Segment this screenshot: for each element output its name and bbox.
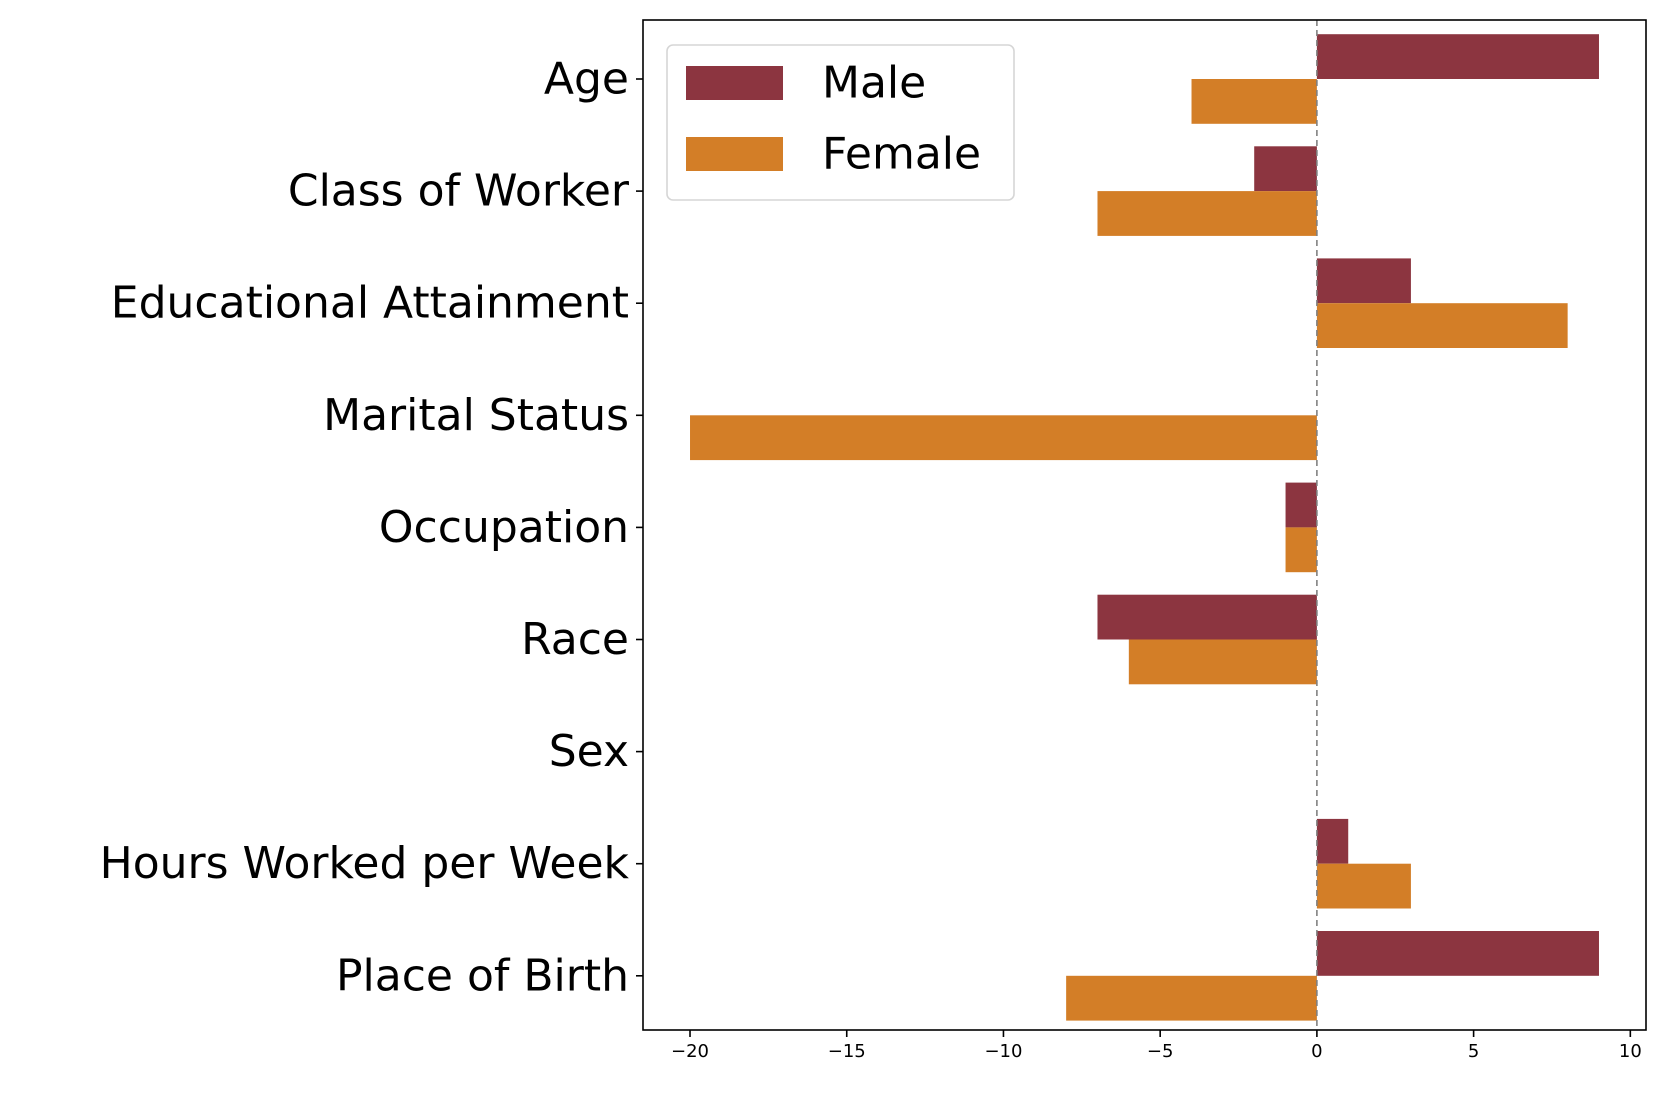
bar-female-occupation	[1285, 527, 1317, 573]
x-tick-label-5: 5	[1468, 1041, 1479, 1062]
x-tick-label-2: −10	[984, 1041, 1022, 1062]
y-tick-label-hours-worked-per-week: Hours Worked per Week	[100, 838, 630, 889]
bar-male-occupation	[1285, 482, 1317, 528]
bar-male-hours-worked-per-week	[1316, 818, 1349, 864]
plot-frame	[642, 19, 1647, 1031]
bar-male-age	[1316, 34, 1599, 79]
bar-female-class-of-worker	[1097, 191, 1317, 236]
y-tick-label-place-of-birth: Place of Birth	[336, 950, 629, 1001]
bar-female-race	[1128, 639, 1317, 685]
legend-label-female: Female	[822, 129, 981, 180]
legend-label-male: Male	[822, 58, 926, 109]
y-axis: Age Class of Worker Educational Attainment…	[100, 54, 643, 1001]
bar-female-age	[1191, 79, 1317, 124]
bar-male-class-of-worker	[1254, 146, 1317, 192]
bar-female-place-of-birth	[1066, 975, 1317, 1021]
bar-female-hours-worked-per-week	[1316, 863, 1411, 909]
bar-male-place-of-birth	[1316, 931, 1599, 976]
legend-swatch-male	[686, 66, 783, 100]
x-axis: −20 −15 −10 −5 0 5 10	[671, 1030, 1642, 1062]
x-tick-label-4: 0	[1311, 1041, 1322, 1062]
y-tick-label-class-of-worker: Class of Worker	[288, 166, 630, 217]
x-tick-label-0: −20	[671, 1041, 709, 1062]
bar-male-race	[1097, 594, 1317, 640]
legend: Male Female	[666, 44, 1015, 201]
x-tick-label-1: −15	[828, 1041, 866, 1062]
x-tick-label-6: 10	[1619, 1041, 1642, 1062]
y-tick-label-marital-status: Marital Status	[323, 390, 629, 441]
legend-swatch-female	[686, 137, 783, 171]
x-tick-label-3: −5	[1147, 1041, 1174, 1062]
bars-layer	[690, 34, 1599, 1021]
y-tick-label-educational-attainment: Educational Attainment	[111, 278, 629, 329]
bar-female-marital-status	[690, 415, 1317, 461]
bar-male-educational-attainment	[1316, 258, 1411, 304]
bar-female-educational-attainment	[1316, 303, 1568, 348]
y-tick-label-race: Race	[521, 614, 629, 665]
y-tick-label-sex: Sex	[549, 726, 629, 777]
y-tick-label-occupation: Occupation	[379, 502, 629, 553]
y-tick-label-age: Age	[544, 54, 629, 105]
